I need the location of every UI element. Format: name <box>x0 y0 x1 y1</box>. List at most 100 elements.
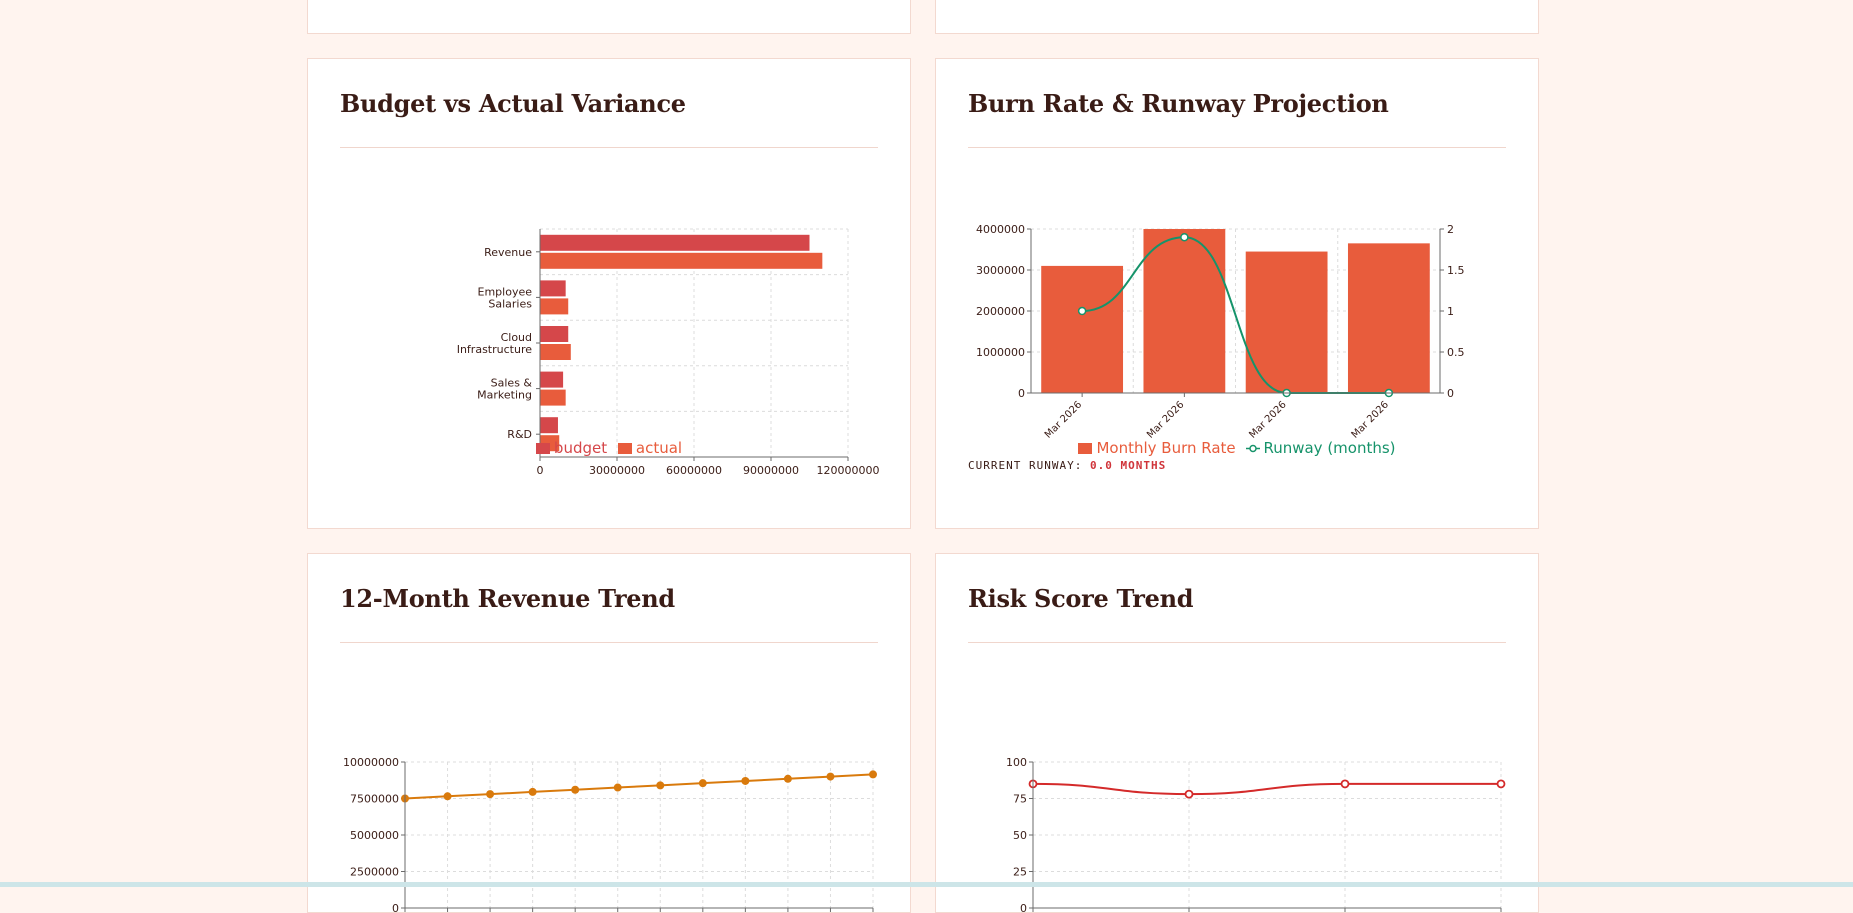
data-point <box>783 774 792 783</box>
bar-actual <box>540 389 566 406</box>
burn-rate-runway-chart: 0 1000000 2000000 3000000 4000000 0 0.5 1 1.5 2 Ma… <box>976 223 1465 441</box>
data-point <box>1184 789 1194 799</box>
runway-point <box>1180 232 1189 242</box>
y-tick-label-left: 4000000 <box>976 223 1025 236</box>
current-runway-readout: CURRENT RUNWAY: 0.0 MONTHS <box>968 459 1166 472</box>
y-tick-label-right: 1 <box>1447 305 1454 318</box>
bar-burn-rate <box>1245 251 1328 393</box>
y-tick-label: 10000000 <box>343 756 399 769</box>
y-tick-label: 100 <box>1006 756 1027 769</box>
top-left-card <box>307 0 911 34</box>
data-point <box>571 785 580 794</box>
data-point <box>869 770 877 779</box>
y-tick-label: 5000000 <box>350 829 399 842</box>
x-tick-label: 30000000 <box>589 464 645 477</box>
bar-burn-rate <box>1041 265 1124 393</box>
risk-score-card: Risk Score Trend 02550751002026202620262… <box>935 553 1539 913</box>
y-tick-label: R&D <box>507 428 532 441</box>
data-point <box>1340 779 1350 789</box>
y-tick-label-left: 1000000 <box>976 346 1025 359</box>
bar-actual <box>540 298 569 315</box>
data-point <box>613 783 622 792</box>
data-point <box>528 787 537 796</box>
data-point <box>1496 779 1506 789</box>
x-tick-label: Mar 2026 <box>1247 399 1288 440</box>
legend-item-runway[interactable]: Runway (months) <box>1246 439 1396 457</box>
revenue-trend-card: 12-Month Revenue Trend 0 2500000 5000000 75… <box>307 553 911 913</box>
y-tick-label: 0 <box>392 902 399 913</box>
card-title: Burn Rate & Runway Projection <box>968 89 1389 118</box>
y-tick-label: Cloud Infrastructure <box>457 331 533 356</box>
y-tick-label-right: 1.5 <box>1447 264 1465 277</box>
y-tick-label-right: 0.5 <box>1447 346 1465 359</box>
x-tick-label: Mar 2026 <box>1145 399 1186 440</box>
y-tick-label-left: 3000000 <box>976 264 1025 277</box>
risk-score-chart: 02550751002026202620262026 <box>1006 756 1506 913</box>
y-tick-label: 0 <box>1020 902 1027 913</box>
data-point <box>443 792 452 801</box>
y-tick-label: 75 <box>1013 793 1027 806</box>
y-tick-label: Sales & Marketing <box>477 377 532 402</box>
data-point <box>486 790 495 799</box>
y-tick-label-right: 0 <box>1447 387 1454 400</box>
bar-budget <box>540 326 569 342</box>
bar-actual <box>540 252 823 269</box>
legend-label: Runway (months) <box>1263 439 1396 457</box>
y-tick-label: 25 <box>1013 866 1027 879</box>
data-point <box>826 772 835 781</box>
bottom-strip <box>0 882 1853 887</box>
burn-rate-card: Burn Rate & Runway Projection 0 1000000 20… <box>935 58 1539 529</box>
budget-vs-actual-chart: 0 30000000 60000000 90000000 120000000 Revenu… <box>457 228 880 477</box>
x-tick-label: Mar 2026 <box>1043 399 1084 440</box>
legend-item-actual[interactable]: actual <box>617 439 683 457</box>
x-tick-label: Mar 2026 <box>1350 399 1391 440</box>
y-tick-label: 50 <box>1013 829 1027 842</box>
title-divider <box>340 147 878 148</box>
y-tick-label-left: 2000000 <box>976 305 1025 318</box>
runway-point <box>1077 306 1087 316</box>
runway-label: CURRENT RUNWAY: <box>968 459 1083 472</box>
y-tick-label: 7500000 <box>350 793 399 806</box>
data-point <box>698 779 707 788</box>
bar-actual <box>540 344 571 360</box>
legend-line-marker <box>1246 444 1261 453</box>
card-title: Budget vs Actual Variance <box>340 89 686 118</box>
y-tick-label: Revenue <box>484 246 532 259</box>
chart-legend: Monthly Burn Rate Runway (months) <box>936 439 1538 457</box>
bar-burn-rate <box>1143 229 1226 393</box>
y-tick-label-right: 2 <box>1447 223 1454 236</box>
series-line <box>404 773 874 800</box>
legend-swatch <box>617 443 632 454</box>
legend-item-budget[interactable]: budget <box>535 439 608 457</box>
bar-budget <box>540 234 810 251</box>
title-divider <box>340 642 878 643</box>
x-tick-label: 0 <box>537 464 544 477</box>
legend-label: Monthly Burn Rate <box>1096 439 1236 457</box>
bar-burn-rate <box>1347 243 1430 393</box>
legend-label: budget <box>553 439 608 457</box>
x-tick-label: 120000000 <box>817 464 880 477</box>
title-divider <box>968 147 1506 148</box>
card-title: Risk Score Trend <box>968 584 1194 613</box>
data-point <box>741 776 750 785</box>
y-tick-label: 2500000 <box>350 866 399 879</box>
top-right-card <box>935 0 1539 34</box>
legend-label: actual <box>635 439 683 457</box>
legend-item-burn[interactable]: Monthly Burn Rate <box>1078 439 1236 457</box>
series-line <box>1032 782 1501 796</box>
bar-budget <box>540 417 558 434</box>
data-point <box>656 781 665 790</box>
x-tick-label: 60000000 <box>666 464 722 477</box>
y-tick-label: Employee Salaries <box>478 285 533 310</box>
bar-budget <box>540 371 564 388</box>
y-tick-label-left: 0 <box>1018 387 1025 400</box>
revenue-trend-chart: 0250000050000007500000100000002025202520… <box>343 756 877 913</box>
card-title: 12-Month Revenue Trend <box>340 584 675 613</box>
chart-legend: budget actual <box>308 439 910 457</box>
title-divider <box>968 642 1506 643</box>
legend-swatch <box>535 443 550 454</box>
runway-value: 0.0 MONTHS <box>1089 459 1167 472</box>
bar-budget <box>540 280 566 297</box>
legend-swatch <box>1078 443 1093 454</box>
x-tick-label: 90000000 <box>743 464 799 477</box>
